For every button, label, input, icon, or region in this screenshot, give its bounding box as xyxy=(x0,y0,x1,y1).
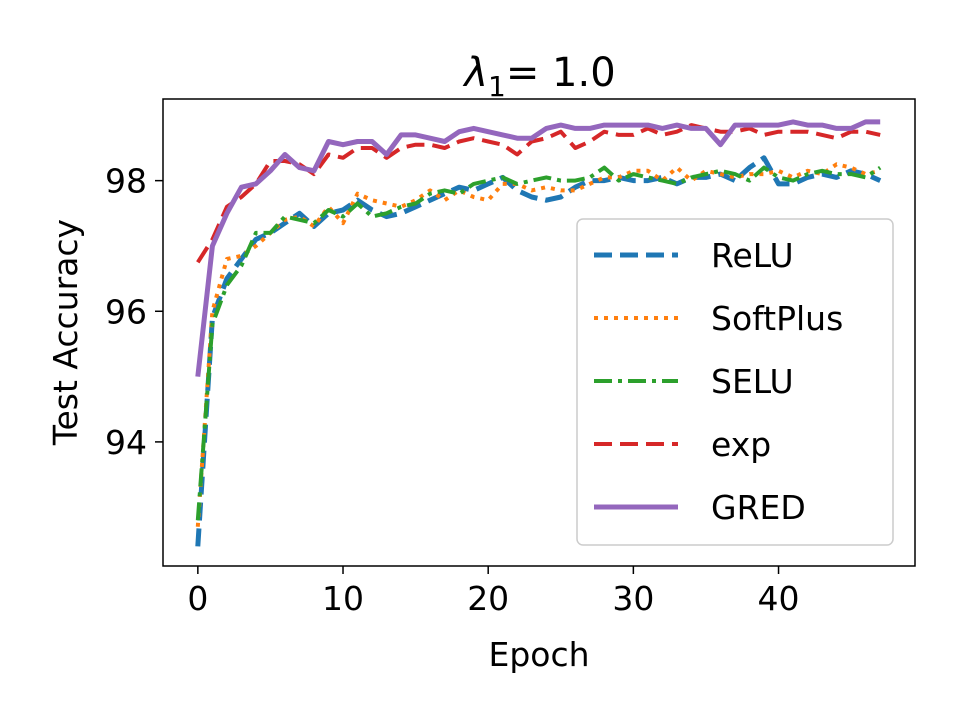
series-line-relu xyxy=(195,155,882,547)
title-symbol: λ xyxy=(462,50,488,96)
legend-frame xyxy=(576,218,894,546)
plot-frame xyxy=(162,98,916,567)
legend-label-selu: SELU xyxy=(711,362,794,401)
y-tick-label: 98 xyxy=(105,162,147,201)
legend-label-exp: exp xyxy=(711,425,771,464)
legend-label-softplus: SoftPlus xyxy=(711,299,843,338)
x-tick-label: 10 xyxy=(322,579,364,618)
x-tick-label: 30 xyxy=(612,579,654,618)
legend-label-relu: ReLU xyxy=(711,236,794,275)
series-line-softplus xyxy=(195,162,881,527)
x-tick-label: 40 xyxy=(758,579,800,618)
y-axis-label: Test Accuracy xyxy=(46,219,85,446)
chart-title: λ1= 1.0 xyxy=(462,50,615,103)
x-ticks: 0 10 20 30 40 xyxy=(187,566,800,618)
title-rest: = 1.0 xyxy=(506,50,616,96)
legend-label-gred: GRED xyxy=(711,488,806,527)
x-tick-label: 0 xyxy=(187,579,208,618)
legend: ReLU SoftPlus SELU exp GRED xyxy=(576,218,894,546)
plot-lines xyxy=(195,119,882,547)
y-ticks: 94 96 98 xyxy=(105,162,163,462)
series-line-selu xyxy=(195,165,882,521)
title-subscript: 1 xyxy=(488,70,506,103)
series-line-gred xyxy=(195,119,881,377)
x-axis-label: Epoch xyxy=(488,635,589,674)
y-tick-label: 94 xyxy=(105,423,147,462)
y-tick-label: 96 xyxy=(105,292,147,331)
x-tick-label: 20 xyxy=(467,579,509,618)
